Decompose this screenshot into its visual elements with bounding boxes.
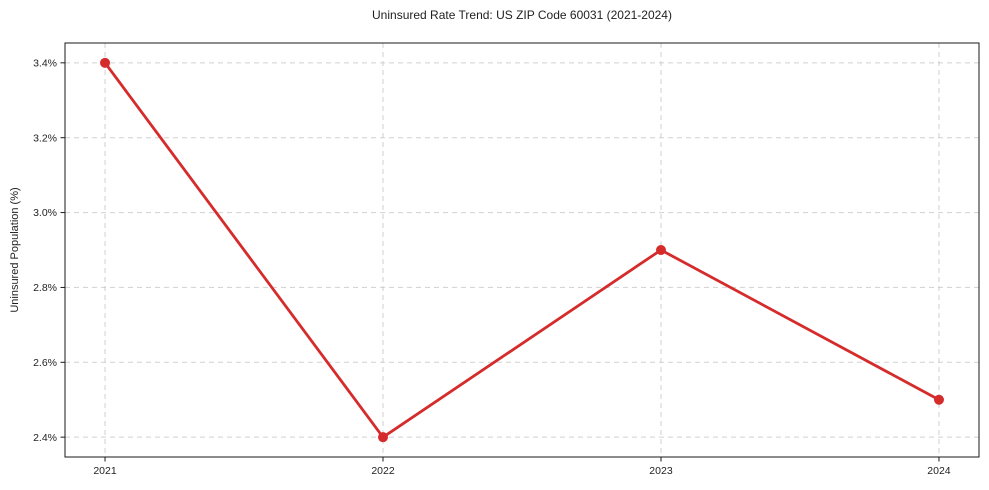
y-tick-label: 3.0% [33, 207, 57, 219]
data-point-marker [378, 432, 389, 443]
y-axis-label: Uninsured Population (%) [9, 187, 21, 313]
chart-title: Uninsured Rate Trend: US ZIP Code 60031 … [372, 8, 672, 22]
plot-border [64, 42, 980, 458]
data-point-marker [933, 394, 944, 405]
data-point-marker [655, 245, 666, 255]
y-tick-label: 2.6% [33, 357, 57, 369]
x-tick-label: 2024 [927, 465, 951, 477]
x-tick-label: 2023 [649, 465, 673, 477]
y-tick-label: 3.4% [33, 58, 57, 70]
data-point-marker [100, 57, 111, 68]
y-tick-label: 2.4% [33, 432, 57, 444]
y-tick-label: 3.2% [33, 132, 57, 144]
y-tick-label: 2.8% [33, 282, 57, 294]
trend-line [103, 61, 941, 439]
x-tick-label: 2021 [93, 465, 117, 477]
x-tick-label: 2022 [371, 465, 395, 477]
